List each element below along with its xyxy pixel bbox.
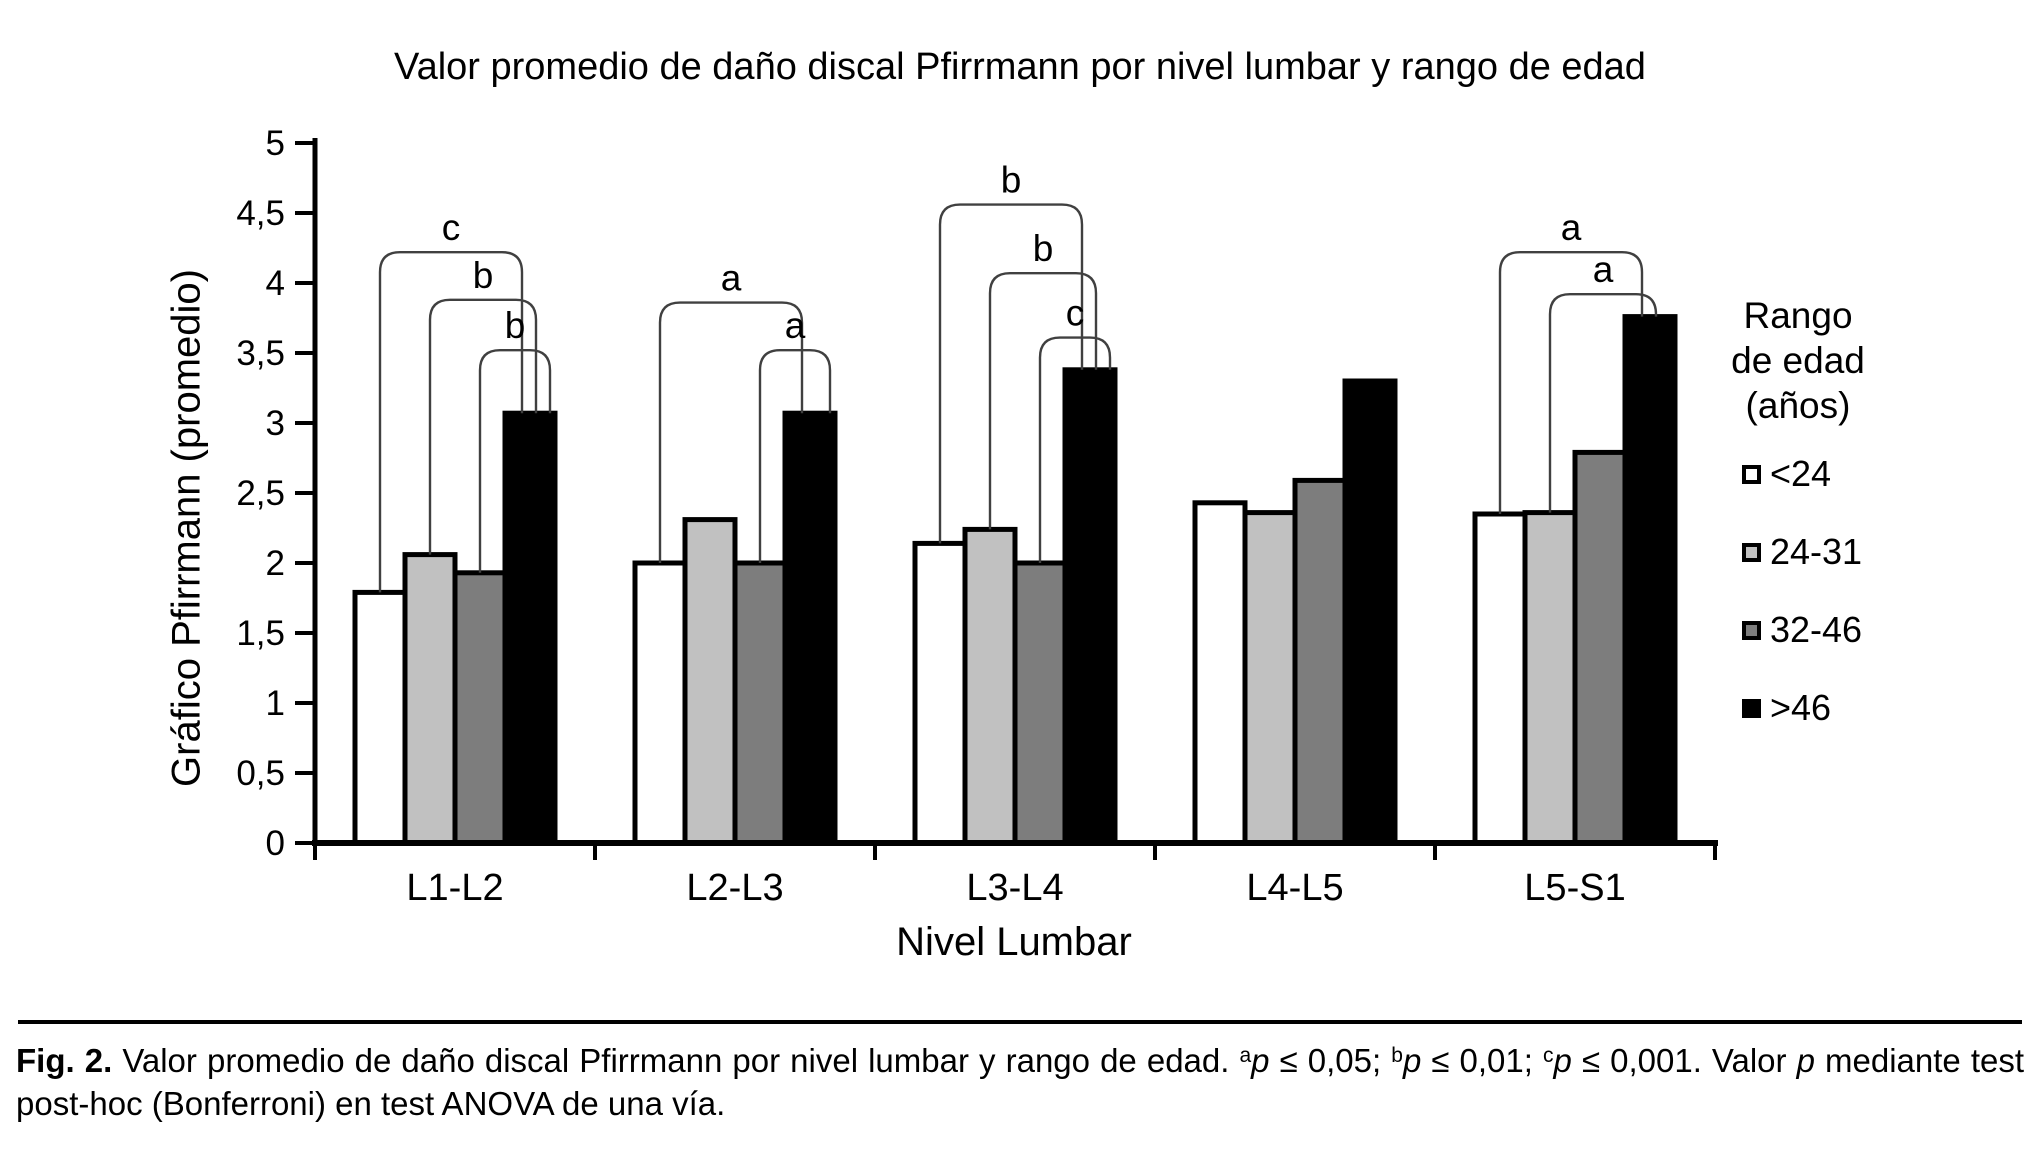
bar-l3-l4-24-31 <box>962 526 1018 846</box>
y-tick-label: 4,5 <box>236 194 285 233</box>
bar-l5-s1-24-31 <box>1522 510 1578 846</box>
significance-bracket <box>1498 251 1644 514</box>
y-tick-label: 0 <box>266 824 285 863</box>
y-tick-label: 1 <box>266 684 285 723</box>
bar-l1-l2-24-31 <box>402 552 458 846</box>
legend: Rango de edad (años) <24 24-31 32-46 >46 <box>1640 293 1980 747</box>
legend-label: 32-46 <box>1770 609 1863 650</box>
x-axis-title: Nivel Lumbar <box>896 920 1132 964</box>
significance-bracket-label: c <box>442 207 461 248</box>
caption-segment: b <box>1391 1044 1403 1067</box>
legend-label: <24 <box>1770 453 1832 494</box>
significance-bracket <box>1038 336 1112 563</box>
caption-segment: Valor promedio de daño discal Pfirrmann … <box>112 1042 1240 1079</box>
caption-segment: p <box>1553 1042 1572 1079</box>
bar-l4-l5-32-46 <box>1292 477 1348 846</box>
bar-l2-l3-24 <box>632 560 688 846</box>
y-tick-label: 2,5 <box>236 474 285 513</box>
figure-caption: Fig. 2. Valor promedio de daño discal Pf… <box>16 1034 2024 1125</box>
bar-l3-l4-46 <box>1062 367 1118 846</box>
legend-items: <24 24-31 32-46 >46 <box>1640 435 1980 747</box>
significance-bracket-label: c <box>1066 293 1085 334</box>
bar-l5-s1-46 <box>1622 314 1678 846</box>
bar-l2-l3-32-46 <box>732 560 788 846</box>
bar-l2-l3-46 <box>782 410 838 846</box>
legend-title-line: (años) <box>1745 385 1851 426</box>
y-tick-label: 4 <box>266 264 285 303</box>
significance-bracket-label: b <box>505 305 526 346</box>
bar-l5-s1-24 <box>1472 511 1528 846</box>
plot-svg: 0 0,5 1 1,5 2 2,5 3 3,5 4 4,5 5 L1-L2 L2-L3 L3-L4 L4-L… <box>236 124 1718 909</box>
y-tick-label: 2 <box>266 544 285 583</box>
caption-segment: p <box>1796 1042 1815 1079</box>
legend-title-line: Rango <box>1743 295 1853 336</box>
significance-bracket <box>428 298 538 555</box>
legend-item-46: >46 <box>1640 669 1980 747</box>
legend-marker-icon <box>1742 542 1761 562</box>
legend-label: 24-31 <box>1770 531 1863 572</box>
y-axis-title: Gráfico Pfirrmann (promedio) <box>164 269 209 787</box>
category-label: L1-L2 <box>406 867 503 909</box>
bar-l4-l5-24-31 <box>1242 510 1298 846</box>
legend-item-24-31: 24-31 <box>1640 513 1980 591</box>
legend-title-line: de edad <box>1731 340 1865 381</box>
significance-bracket-label: a <box>721 258 742 299</box>
significance-bracket <box>1548 293 1658 513</box>
bar-l3-l4-32-46 <box>1012 560 1068 846</box>
bar-l3-l4-24 <box>912 540 968 846</box>
y-tick-label: 0,5 <box>236 754 285 793</box>
bar-l1-l2-24 <box>352 589 408 846</box>
significance-bracket-label: b <box>1001 160 1022 201</box>
bar-l1-l2-32-46 <box>452 570 508 846</box>
y-tick-label: 3 <box>266 404 285 443</box>
significance-bracket-label: a <box>785 305 806 346</box>
bar-l1-l2-46 <box>502 410 558 846</box>
significance-bracket-label: b <box>1033 228 1054 269</box>
bar-l5-s1-32-46 <box>1572 449 1628 846</box>
y-tick-label: 1,5 <box>236 614 285 653</box>
bar-l2-l3-24-31 <box>682 517 738 846</box>
legend-label: >46 <box>1770 687 1832 728</box>
legend-item-32-46: 32-46 <box>1640 591 1980 669</box>
significance-bracket <box>658 301 804 563</box>
category-label: L2-L3 <box>686 867 783 909</box>
legend-marker-icon <box>1742 620 1761 640</box>
legend-item-24: <24 <box>1640 435 1980 513</box>
y-tick-label: 5 <box>266 124 285 163</box>
category-label: L3-L4 <box>966 867 1063 909</box>
significance-bracket <box>988 272 1098 530</box>
caption-segment: mediante test post-hoc (Bonferroni) en t… <box>16 1042 2025 1122</box>
significance-bracket <box>378 251 524 593</box>
significance-bracket-label: a <box>1561 207 1582 248</box>
caption-segment: ≤ 0,05; <box>1269 1042 1392 1079</box>
caption-segment: Fig. 2. <box>16 1042 113 1079</box>
significance-bracket <box>758 349 832 563</box>
caption-segment: ≤ 0,01; <box>1421 1042 1544 1079</box>
legend-marker-icon <box>1742 464 1761 484</box>
caption-segment: ≤ 0,001. Valor <box>1571 1042 1797 1079</box>
y-tick-label: 3,5 <box>236 334 285 373</box>
caption-segment: p <box>1251 1042 1270 1079</box>
bar-l4-l5-46 <box>1342 378 1398 846</box>
caption-segment: p <box>1402 1042 1422 1079</box>
legend-marker-icon <box>1742 698 1761 718</box>
significance-bracket-label: a <box>1593 249 1614 290</box>
caption-rule <box>18 1020 2022 1024</box>
caption-segment: c <box>1543 1044 1554 1067</box>
significance-bracket <box>938 203 1084 544</box>
caption-segment: a <box>1239 1044 1252 1067</box>
chart-title: Valor promedio de daño discal Pfirrmann … <box>394 46 1646 88</box>
significance-bracket <box>478 349 552 573</box>
category-label: L4-L5 <box>1246 867 1343 909</box>
bar-l4-l5-24 <box>1192 500 1248 846</box>
significance-bracket-label: b <box>473 255 494 296</box>
legend-title: Rango de edad (años) <box>1640 293 1956 428</box>
category-label: L5-S1 <box>1524 867 1625 909</box>
